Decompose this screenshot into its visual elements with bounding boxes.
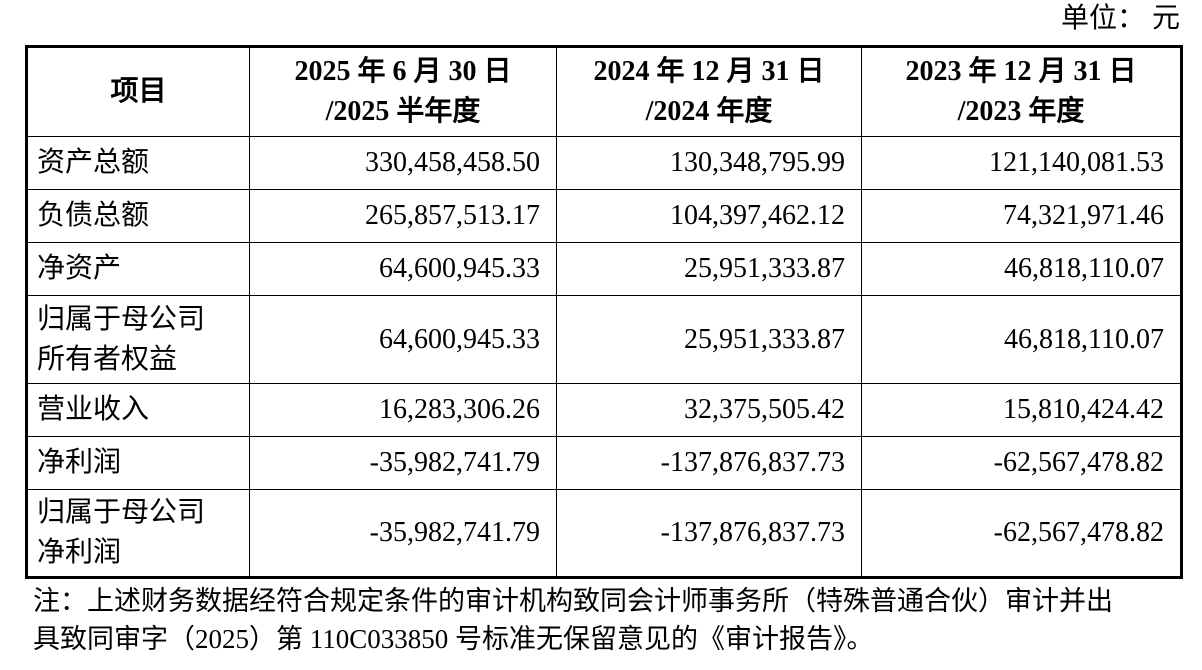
row-label-text: 净资产 [37,253,122,284]
value-2024: -137,876,837.73 [556,436,862,490]
row-label: 净利润 [26,436,250,490]
row-label-text: 营业收入 [37,394,150,425]
value-2025: -35,982,741.79 [249,489,557,578]
audit-note: 注：上述财务数据经符合规定条件的审计机构致同会计师事务所（特殊普通合伙）审计并出… [33,582,1183,658]
table-row-parent-net-profit: 归属于母公司 净利润 -35,982,741.79 -137,876,837.7… [26,489,1182,578]
header-2023-period: /2023 年度 [957,96,1085,127]
header-2023: 2023 年 12 月 31 日 /2023 年度 [861,46,1182,137]
audit-note-line2: 具致同审字（2025）第 110C033850 号标准无保留意见的《审计报告》。 [33,624,874,654]
audit-note-line1: 注：上述财务数据经符合规定条件的审计机构致同会计师事务所（特殊普通合伙）审计并出 [33,586,1113,616]
header-2023-date: 2023 年 12 月 31 日 [905,56,1137,87]
value-2023: 74,321,971.46 [861,189,1182,243]
value-2025: 330,458,458.50 [249,136,557,190]
header-item: 项目 [26,46,250,137]
row-label: 营业收入 [26,383,250,437]
row-label-text: 归属于母公司 [37,303,206,335]
table-row-net-profit: 净利润 -35,982,741.79 -137,876,837.73 -62,5… [26,436,1182,490]
table-row-operating-revenue: 营业收入 16,283,306.26 32,375,505.42 15,810,… [26,383,1182,437]
value-2024: 130,348,795.99 [556,136,862,190]
table-row-parent-equity: 归属于母公司 所有者权益 64,600,945.33 25,951,333.87… [26,295,1182,384]
row-label: 负债总额 [26,189,250,243]
value-2024: 25,951,333.87 [556,242,862,296]
value-2024: 104,397,462.12 [556,189,862,243]
value-2023: 46,818,110.07 [861,242,1182,296]
value-2023: -62,567,478.82 [861,489,1182,578]
header-2024: 2024 年 12 月 31 日 /2024 年度 [556,46,862,137]
unit-label: 单位： 元 [1060,3,1180,34]
value-2023: 15,810,424.42 [861,383,1182,437]
header-2025-period: /2025 半年度 [325,96,481,127]
value-2025: 16,283,306.26 [249,383,557,437]
table-row-total-assets: 资产总额 330,458,458.50 130,348,795.99 121,1… [26,136,1182,190]
table-header-row: 项目 2025 年 6 月 30 日 /2025 半年度 2024 年 12 月… [26,46,1182,137]
row-label-text-line2: 净利润 [37,537,122,568]
row-label: 净资产 [26,242,250,296]
row-label-text: 负债总额 [37,200,150,231]
value-2023: 46,818,110.07 [861,295,1182,384]
value-2024: -137,876,837.73 [556,489,862,578]
header-2025: 2025 年 6 月 30 日 /2025 半年度 [249,46,557,137]
value-2024: 25,951,333.87 [556,295,862,384]
header-2025-date: 2025 年 6 月 30 日 [294,56,512,87]
row-label-text: 资产总额 [37,147,150,178]
financial-summary-table: 项目 2025 年 6 月 30 日 /2025 半年度 2024 年 12 月… [25,45,1183,579]
value-2023: 121,140,081.53 [861,136,1182,190]
value-2025: -35,982,741.79 [249,436,557,490]
value-2025: 64,600,945.33 [249,242,557,296]
value-2025: 64,600,945.33 [249,295,557,384]
header-2024-date: 2024 年 12 月 31 日 [593,56,825,87]
value-2023: -62,567,478.82 [861,436,1182,490]
header-2024-period: /2024 年度 [645,96,773,127]
row-label: 资产总额 [26,136,250,190]
row-label: 归属于母公司 所有者权益 [26,295,250,384]
value-2025: 265,857,513.17 [249,189,557,243]
row-label-text: 净利润 [37,447,122,478]
row-label: 归属于母公司 净利润 [26,489,250,578]
value-2024: 32,375,505.42 [556,383,862,437]
table-row-net-assets: 净资产 64,600,945.33 25,951,333.87 46,818,1… [26,242,1182,296]
row-label-text: 归属于母公司 [37,497,206,528]
table-row-total-liabilities: 负债总额 265,857,513.17 104,397,462.12 74,32… [26,189,1182,243]
row-label-text-line2: 所有者权益 [37,343,178,375]
